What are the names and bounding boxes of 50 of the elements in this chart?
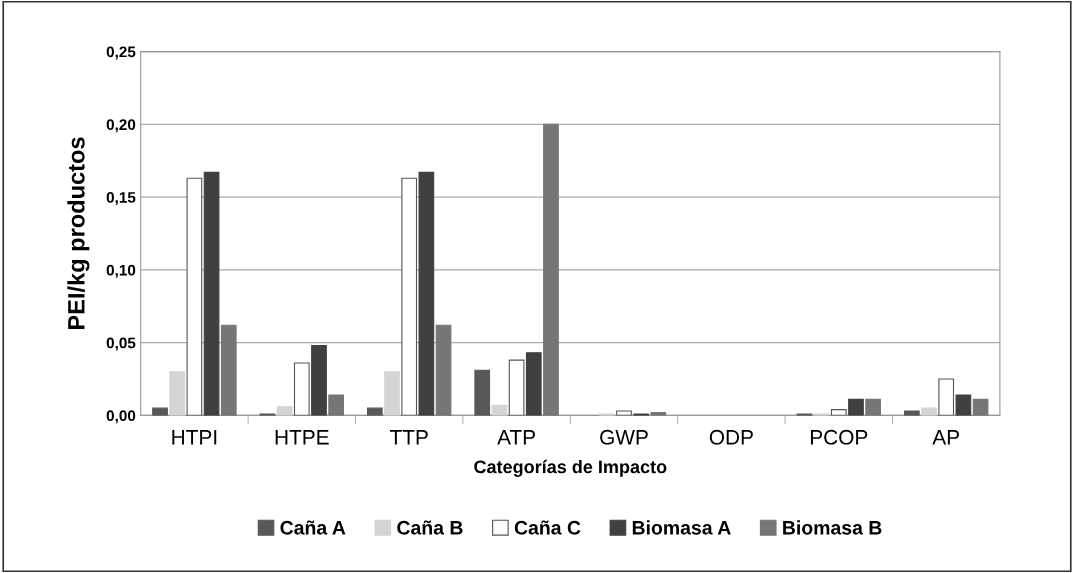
- bar: [543, 123, 559, 416]
- bar: [650, 411, 667, 416]
- legend-label: Biomasa B: [783, 520, 882, 535]
- bar: [508, 359, 525, 416]
- y-tick-label: 0,00: [106, 410, 136, 424]
- bar: [830, 409, 847, 416]
- bar: [203, 171, 220, 416]
- x-tick-label: AP: [932, 430, 959, 445]
- bar: [366, 407, 383, 416]
- bar: [220, 324, 237, 416]
- bar: [972, 398, 989, 416]
- bar: [525, 352, 542, 416]
- bar: [401, 177, 418, 416]
- bar: [955, 394, 972, 416]
- bar: [435, 324, 452, 416]
- x-tick-label: HTPI: [172, 430, 217, 445]
- legend-label: Caña C: [514, 520, 581, 535]
- y-axis-title: PEI/kg productos: [67, 137, 90, 329]
- bar: [152, 407, 168, 416]
- bar: [169, 371, 186, 416]
- bar: [311, 345, 327, 416]
- bar: [276, 406, 293, 416]
- bar: [384, 371, 400, 416]
- x-tick-label: HTPE: [275, 430, 329, 445]
- bar: [921, 407, 937, 416]
- x-tick-label: ODP: [709, 429, 753, 445]
- x-tick-label: ATP: [497, 430, 535, 445]
- y-tick-label: 0,10: [106, 264, 136, 278]
- bar: [938, 378, 955, 416]
- x-axis-title: Categorías de Impacto: [474, 459, 667, 477]
- legend-label: Biomasa A: [632, 520, 731, 535]
- legend-label: Caña B: [397, 520, 463, 535]
- bar: [328, 394, 345, 416]
- y-tick-label: 0,15: [106, 191, 136, 206]
- x-tick-label: GWP: [600, 429, 648, 445]
- bar: [418, 171, 435, 416]
- bar: [616, 410, 632, 416]
- y-tick-label: 0,05: [106, 337, 136, 351]
- bar: [186, 177, 203, 416]
- x-tick-label: TTP: [389, 430, 428, 445]
- bar: [491, 404, 508, 416]
- y-tick-label: 0,25: [106, 46, 136, 60]
- legend-label: Caña A: [280, 520, 346, 535]
- y-tick-label: 0,20: [106, 119, 136, 133]
- x-tick-label: PCOP: [810, 429, 868, 445]
- bar: [293, 362, 310, 416]
- bar: [903, 410, 920, 416]
- bar: [848, 398, 864, 416]
- bar: [474, 369, 491, 416]
- bar: [865, 398, 882, 416]
